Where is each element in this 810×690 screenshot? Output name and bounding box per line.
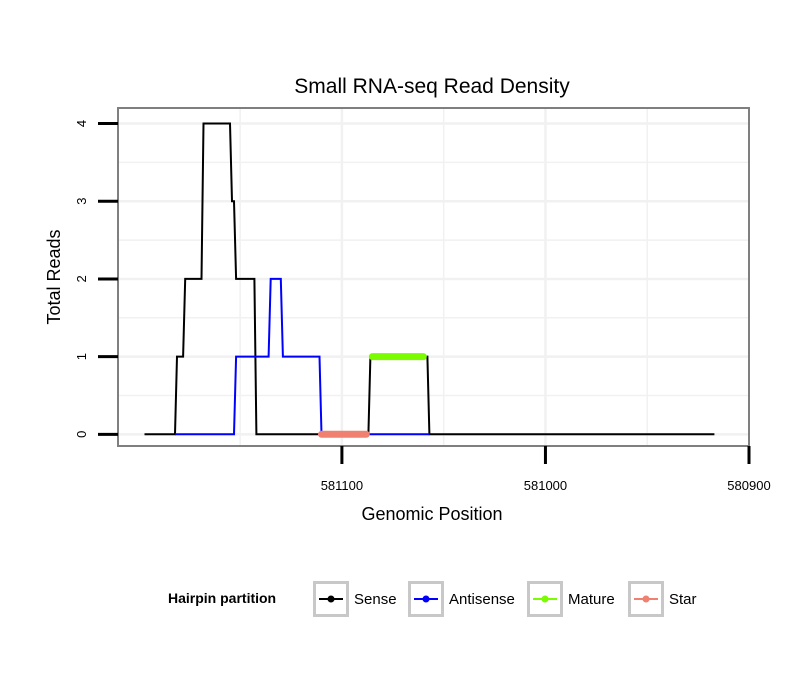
x-tick-label: 581100 [321,478,363,493]
series-layer [144,122,715,438]
legend-key-dot [327,595,335,603]
x-axis: 581100 581000 580900 [321,446,771,493]
legend-label: Mature [568,591,615,608]
legend-key-dot [422,595,430,603]
legend-key-dot [642,595,650,603]
x-tick-label: 581000 [524,478,567,493]
y-tick-label: 4 [74,120,89,127]
legend-key-dot [541,595,549,603]
series-antisense-line [175,277,430,436]
y-axis-title: Total Reads [44,229,64,324]
y-tick-label: 3 [74,198,89,205]
y-axis: 0 1 2 3 4 [74,120,118,438]
x-axis-title: Genomic Position [361,504,502,524]
legend-item-sense: Sense [313,581,397,617]
legend: Hairpin partition Sense Antisense Mature St… [168,581,697,617]
y-tick-label: 2 [74,275,89,282]
legend-label: Sense [354,591,397,608]
legend-title: Hairpin partition [168,590,276,606]
legend-item-mature: Mature [527,581,615,617]
legend-item-antisense: Antisense [408,581,515,617]
y-tick-label: 0 [74,431,89,438]
plot-panel [118,108,749,446]
chart-title: Small RNA-seq Read Density [294,75,570,98]
plot-border [117,107,750,447]
x-tick-label: 580900 [727,478,770,493]
grid [118,108,749,446]
legend-label: Antisense [449,591,515,608]
legend-label: Star [669,591,697,608]
legend-item-star: Star [628,581,697,617]
y-tick-label: 1 [74,353,89,360]
